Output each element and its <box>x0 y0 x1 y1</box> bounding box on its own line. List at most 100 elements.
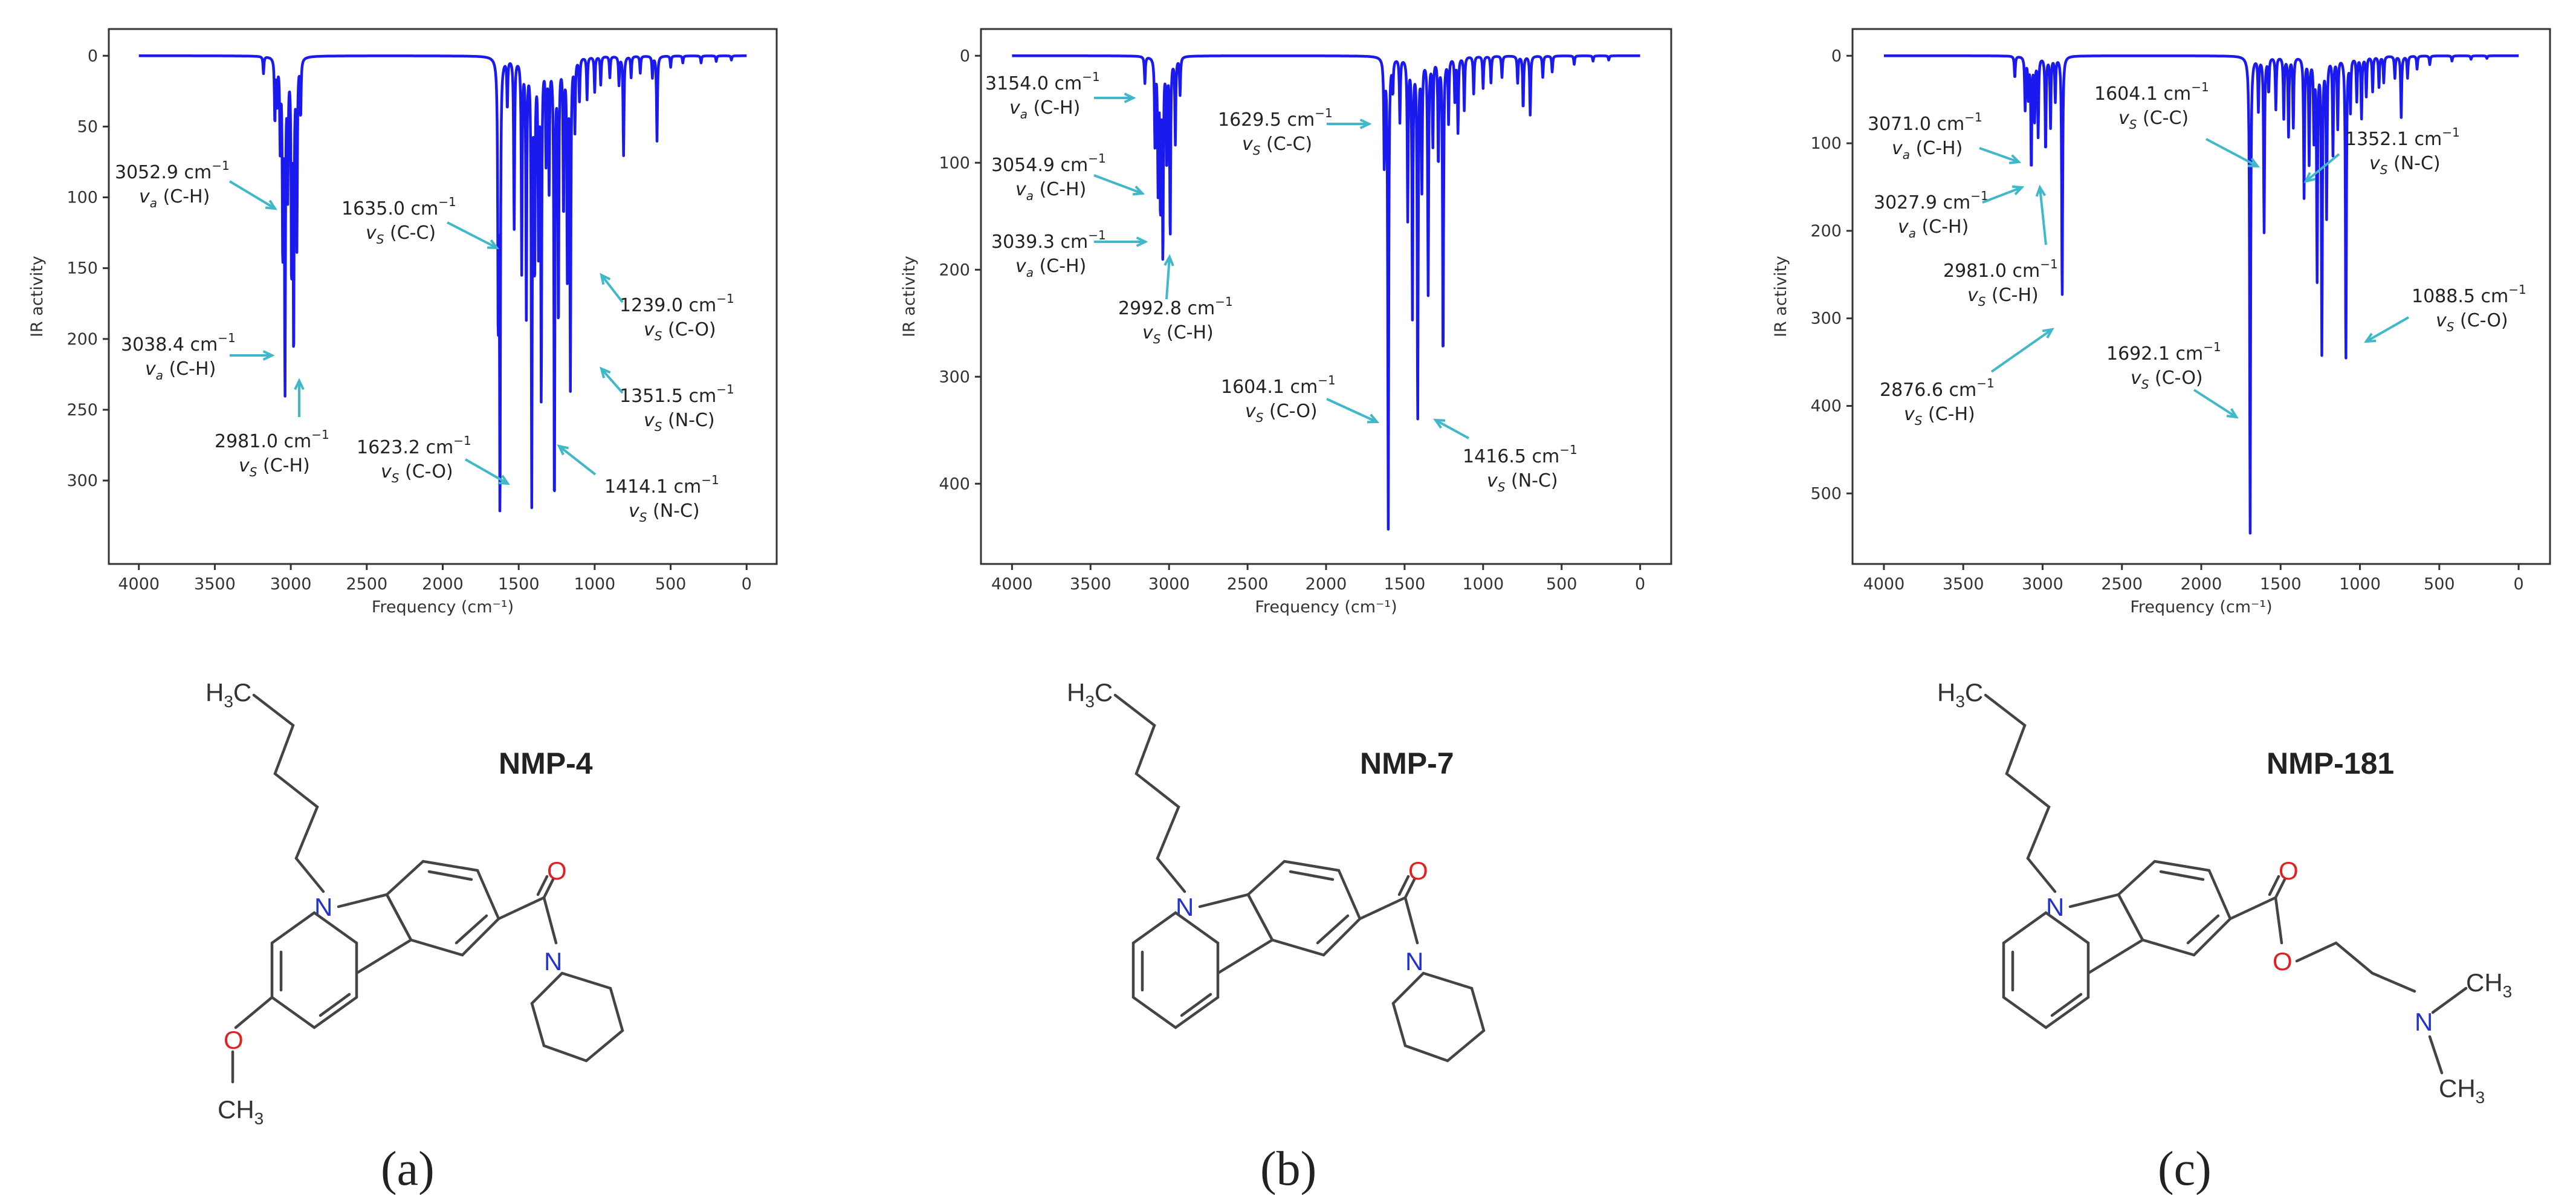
annotation-mode: va (C-H) <box>1015 256 1086 280</box>
amide-bond <box>1403 896 1419 945</box>
y-tick-label: 300 <box>1810 309 1842 328</box>
annotation-arrowhead <box>2226 408 2239 419</box>
methyl-group: H3C <box>205 678 251 711</box>
x-tick-label: 3500 <box>194 575 236 594</box>
annotation-mode: vS (C-C) <box>2118 108 2189 132</box>
annotation-frequency: 1635.0 cm−1 <box>341 195 456 219</box>
annotation-mode: vS (C-C) <box>1242 134 1312 158</box>
annotation-frequency: 3027.9 cm−1 <box>1874 189 1989 213</box>
peak-annotation: 1351.5 cm−1 vS (N-C) <box>599 366 734 434</box>
peak-annotation: 1692.1 cm−1 vS (C-O) <box>2106 340 2239 419</box>
methoxy-ch3: CH3 <box>218 1095 264 1128</box>
annotation-mode: vS (C-H) <box>239 455 310 479</box>
spectrum-line <box>137 54 748 513</box>
annotation-arrow <box>2305 153 2340 183</box>
nitrogen-atom: N <box>314 893 332 921</box>
nitrogen-atom: N <box>1405 947 1423 976</box>
peak-annotation: 3071.0 cm−1 va (C-H) <box>1868 110 2022 164</box>
x-axis-title: Frequency (cm⁻¹) <box>372 598 514 617</box>
annotation-arrowhead <box>1359 118 1372 129</box>
nitrogen-atom: N <box>2046 893 2064 921</box>
x-tick-label: 2500 <box>2101 575 2143 594</box>
y-tick-label: 250 <box>66 401 98 419</box>
molecule-nmp-7: H3C N O N NMP-7 (b) <box>1067 678 1486 1195</box>
x-tick-label: 3500 <box>1070 575 1112 594</box>
annotation-frequency: 1414.1 cm−1 <box>604 473 719 497</box>
peak-annotation: 1414.1 cm−1 vS (N-C) <box>557 444 719 525</box>
panel-label: (b) <box>1260 1142 1316 1195</box>
peak-annotation: 1239.0 cm−1 vS (C-O) <box>600 273 734 343</box>
annotation-frequency: 1352.1 cm−1 <box>2345 125 2460 150</box>
annotation-frequency: 2981.0 cm−1 <box>1943 257 2058 282</box>
oxygen-atom: O <box>2273 947 2293 976</box>
x-tick-label: 3000 <box>1148 575 1190 594</box>
carbonyl-double <box>536 875 549 896</box>
peak-annotation: 2981.0 cm−1 vS (C-H) <box>215 378 329 479</box>
x-tick-label: 1000 <box>2339 575 2381 594</box>
y-tick-label: 300 <box>66 471 98 490</box>
x-tick-label: 2500 <box>1227 575 1269 594</box>
x-tick-label: 4000 <box>118 575 160 594</box>
carbonyl-bond <box>1358 896 1407 921</box>
spectrum-line <box>1011 54 1642 531</box>
y-tick-label: 300 <box>939 368 970 386</box>
annotation-arrow <box>2366 316 2409 343</box>
annotation-mode: va (C-H) <box>1898 216 1969 241</box>
y-tick-label: 400 <box>939 474 970 493</box>
ring-double-bond <box>1180 993 1212 1017</box>
annotation-frequency: 3071.0 cm−1 <box>1868 110 1982 135</box>
molecule-nmp-181: H3C N O O N CH3 CH3 NMP-181 (c) <box>1937 678 2512 1195</box>
ring-double-bond <box>2159 870 2205 881</box>
peak-annotation: 3027.9 cm−1 va (C-H) <box>1874 185 2025 241</box>
annotation-frequency: 2876.6 cm−1 <box>1880 376 1995 401</box>
annotation-frequency: 3054.9 cm−1 <box>991 151 1106 176</box>
peak-annotation: 3039.3 cm−1 va (C-H) <box>991 228 1148 280</box>
x-tick-label: 4000 <box>991 575 1033 594</box>
annotation-frequency: 3039.3 cm−1 <box>991 228 1106 253</box>
annotation-mode: va (C-H) <box>1015 179 1086 203</box>
annotation-arrowhead <box>1367 413 1380 424</box>
peak-annotation: 1604.1 cm−1 vS (C-C) <box>2094 80 2260 168</box>
x-tick-label: 0 <box>2513 575 2523 594</box>
methoxy-bond <box>234 996 274 1029</box>
annotation-mode: vS (C-H) <box>1904 404 1975 428</box>
annotation-frequency: 2981.0 cm−1 <box>215 427 329 452</box>
annotation-arrowhead <box>265 199 277 210</box>
annotation-arrow <box>1982 186 2022 204</box>
annotation-arrow <box>1435 419 1469 439</box>
annotation-arrowhead <box>1124 92 1136 103</box>
molecule-name: NMP-4 <box>499 746 593 780</box>
x-tick-label: 1500 <box>2260 575 2302 594</box>
ir-spectra-plots: 4000 3500 3000 2500 2000 1500 1000 500 005010015… <box>28 28 2551 617</box>
annotation-arrow <box>600 368 624 394</box>
annotation-arrow <box>1093 174 1143 195</box>
annotation-frequency: 1088.5 cm−1 <box>2412 282 2526 307</box>
peak-annotation: 3154.0 cm−1 va (C-H) <box>985 70 1136 121</box>
annotation-mode: vS (C-O) <box>381 461 453 485</box>
annotation-mode: va (C-H) <box>1009 97 1080 121</box>
annotation-mode: va (C-H) <box>1892 138 1963 162</box>
x-tick-label: 1500 <box>498 575 540 594</box>
annotation-arrowhead <box>1132 186 1145 196</box>
annotation-mode: vS (N-C) <box>1487 470 1558 494</box>
annotation-frequency: 1629.5 cm−1 <box>1218 106 1333 131</box>
x-tick-label: 500 <box>2424 575 2455 594</box>
peak-annotations: 3052.9 cm−1va (C-H)3038.4 cm−1va (C-H)29… <box>115 70 2526 525</box>
annotation-mode: vS (C-O) <box>2436 310 2508 334</box>
ester-bond <box>2228 896 2277 921</box>
x-axis-title: Frequency (cm⁻¹) <box>2130 598 2272 617</box>
y-tick-label: 100 <box>939 154 970 172</box>
carbonyl-bond <box>497 896 546 921</box>
annotation-frequency: 3038.4 cm−1 <box>121 331 236 355</box>
annotation-mode: vS (C-H) <box>1967 285 2039 309</box>
x-tick-label: 500 <box>655 575 687 594</box>
methyl-group: H3C <box>1937 678 1983 711</box>
annotation-arrowhead <box>1163 254 1174 267</box>
y-tick-label: 150 <box>66 259 98 278</box>
annotation-mode: vS (N-C) <box>629 500 700 525</box>
oxygen-atom: O <box>2279 857 2299 885</box>
annotation-frequency: 2992.8 cm−1 <box>1118 294 1233 319</box>
annotation-arrowhead <box>2247 157 2260 168</box>
ethyl-linker <box>2295 941 2416 993</box>
